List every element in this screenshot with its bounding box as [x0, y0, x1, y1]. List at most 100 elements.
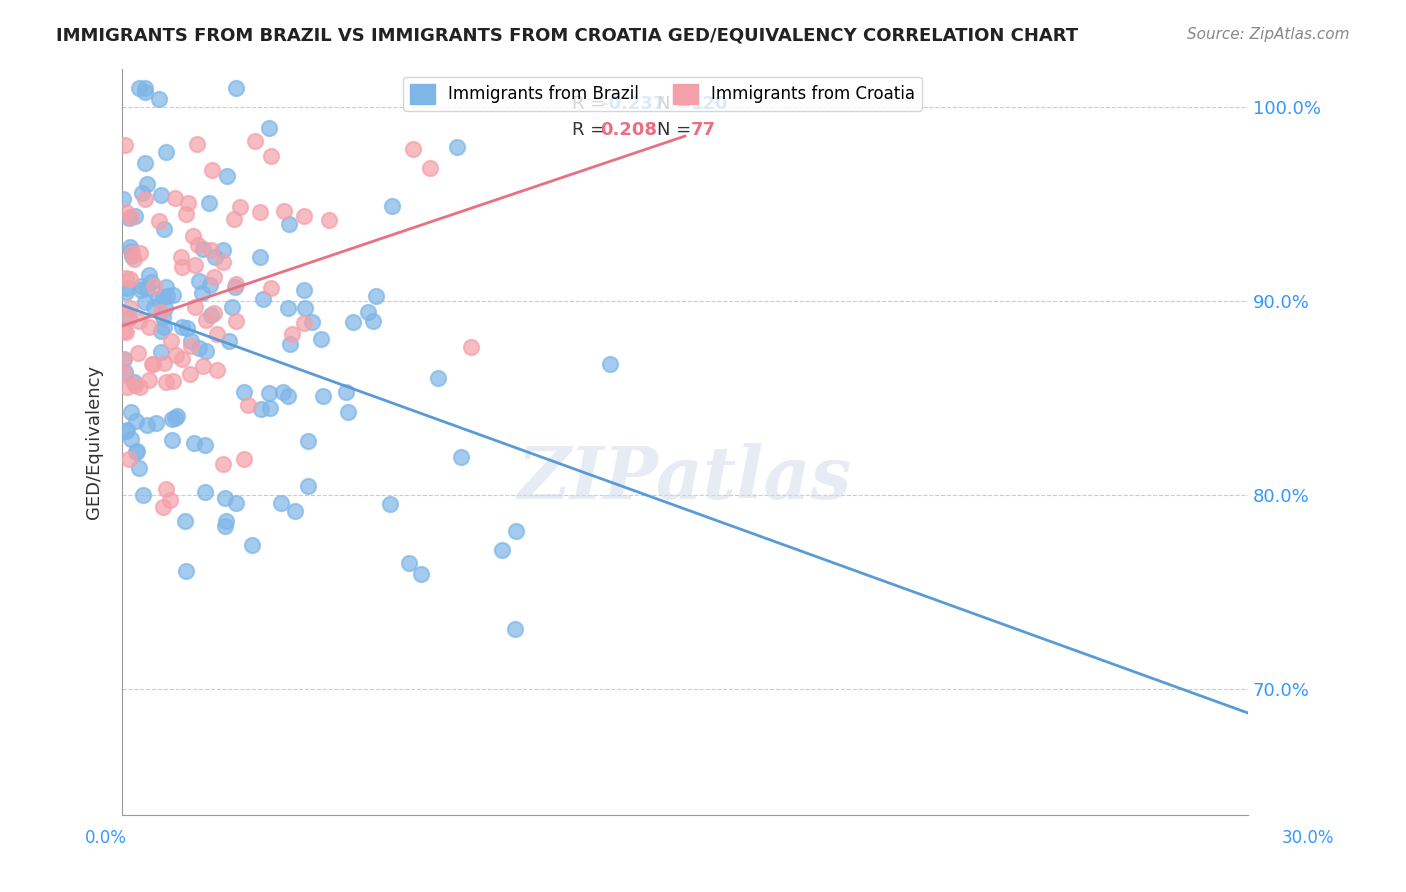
Point: [191, 286, 214, 301]
Point: [200, 308, 222, 322]
Point: [120, 432, 142, 446]
Point: [198, 196, 221, 211]
Point: [273, 204, 295, 219]
Point: [173, 514, 195, 528]
Point: [124, 209, 146, 223]
Point: [152, 500, 174, 514]
Point: [243, 134, 266, 148]
Point: [337, 405, 360, 419]
Point: [120, 404, 142, 418]
Point: [450, 450, 472, 464]
Point: [271, 384, 294, 399]
Point: [260, 281, 283, 295]
Point: [134, 81, 156, 95]
Point: [155, 280, 177, 294]
Point: [128, 460, 150, 475]
Point: [335, 385, 357, 400]
Point: [342, 315, 364, 329]
Point: [381, 199, 404, 213]
Point: [111, 192, 134, 206]
Point: [129, 245, 152, 260]
Point: [194, 313, 217, 327]
Point: [118, 452, 141, 467]
Point: [128, 81, 150, 95]
Point: [160, 434, 183, 448]
Point: [249, 205, 271, 219]
Text: IMMIGRANTS FROM BRAZIL VS IMMIGRANTS FROM CROATIA GED/EQUIVALENCY CORRELATION CH: IMMIGRANTS FROM BRAZIL VS IMMIGRANTS FRO…: [56, 27, 1078, 45]
Point: [194, 343, 217, 358]
Point: [202, 269, 225, 284]
Point: [112, 353, 135, 368]
Point: [225, 277, 247, 292]
Point: [214, 514, 236, 528]
Point: [201, 163, 224, 178]
Point: [134, 295, 156, 310]
Point: [194, 484, 217, 499]
Point: [202, 305, 225, 319]
Point: [166, 409, 188, 424]
Point: [153, 301, 176, 315]
Point: [143, 301, 166, 315]
Point: [193, 242, 215, 256]
Point: [155, 482, 177, 496]
Point: [176, 320, 198, 334]
Point: [127, 345, 149, 359]
Point: [284, 504, 307, 518]
Point: [419, 161, 441, 175]
Point: [174, 564, 197, 578]
Point: [155, 145, 177, 159]
Point: [152, 310, 174, 324]
Point: [132, 488, 155, 502]
Point: [278, 336, 301, 351]
Point: [142, 357, 165, 371]
Point: [129, 284, 152, 298]
Point: [503, 623, 526, 637]
Point: [170, 320, 193, 334]
Point: [297, 434, 319, 448]
Point: [117, 280, 139, 294]
Text: N =: N =: [657, 95, 697, 112]
Point: [152, 290, 174, 304]
Point: [163, 411, 186, 425]
Point: [134, 85, 156, 99]
Point: [364, 288, 387, 302]
Point: [122, 252, 145, 266]
Point: [115, 380, 138, 394]
Point: [398, 556, 420, 570]
Point: [118, 301, 141, 315]
Point: [142, 278, 165, 293]
Point: [149, 188, 172, 202]
Point: [125, 444, 148, 458]
Point: [117, 423, 139, 437]
Point: [156, 289, 179, 303]
Point: [125, 445, 148, 459]
Point: [212, 458, 235, 472]
Text: R =: R =: [572, 95, 612, 112]
Point: [114, 285, 136, 299]
Point: [505, 524, 527, 539]
Point: [259, 385, 281, 400]
Point: [120, 244, 142, 258]
Text: 77: 77: [690, 120, 716, 139]
Point: [141, 275, 163, 289]
Point: [292, 209, 315, 223]
Text: -0.237: -0.237: [600, 95, 665, 112]
Point: [309, 332, 332, 346]
Point: [257, 120, 280, 135]
Point: [165, 348, 187, 362]
Text: N =: N =: [657, 120, 697, 139]
Point: [145, 416, 167, 430]
Point: [129, 279, 152, 293]
Text: Source: ZipAtlas.com: Source: ZipAtlas.com: [1187, 27, 1350, 42]
Point: [162, 288, 184, 302]
Point: [149, 344, 172, 359]
Point: [292, 316, 315, 330]
Point: [361, 314, 384, 328]
Point: [131, 186, 153, 201]
Point: [280, 326, 302, 341]
Text: ZIPatlas: ZIPatlas: [517, 443, 852, 515]
Point: [194, 438, 217, 452]
Point: [138, 319, 160, 334]
Point: [165, 192, 187, 206]
Point: [125, 414, 148, 428]
